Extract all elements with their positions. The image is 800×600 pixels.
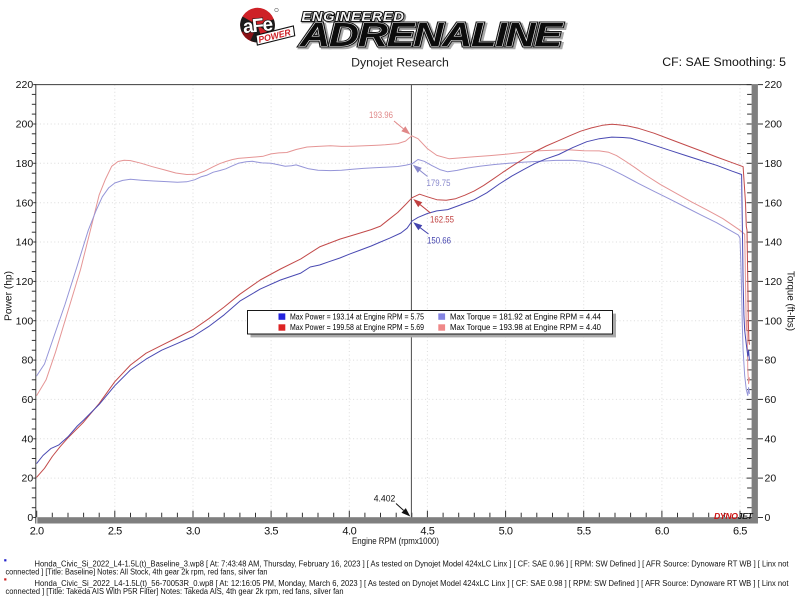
- svg-text:140: 140: [16, 237, 34, 249]
- svg-text:220: 220: [765, 79, 783, 91]
- svg-text:Honda_Civic_Si_2022_L4-1.5L(t): Honda_Civic_Si_2022_L4-1.5L(t)_56-70053R…: [35, 579, 790, 588]
- svg-text:180: 180: [16, 158, 34, 170]
- svg-text:180: 180: [765, 158, 783, 170]
- svg-text:0: 0: [27, 512, 33, 524]
- svg-text:20: 20: [22, 473, 34, 485]
- svg-text:5.0: 5.0: [499, 526, 513, 538]
- svg-text:140: 140: [765, 237, 783, 249]
- svg-text:60: 60: [765, 394, 777, 406]
- svg-text:CF: SAE Smoothing: 5: CF: SAE Smoothing: 5: [662, 55, 786, 69]
- svg-text:6.5: 6.5: [733, 526, 747, 538]
- svg-text:connected ] [Title: Baseline]: connected ] [Title: Baseline] Notes: All…: [6, 568, 268, 577]
- svg-text:DYNOJET: DYNOJET: [714, 512, 754, 521]
- svg-text:Dynojet Research: Dynojet Research: [351, 56, 449, 70]
- svg-text:4.402: 4.402: [374, 493, 396, 504]
- svg-text:80: 80: [22, 355, 34, 367]
- svg-text:6.0: 6.0: [655, 526, 669, 538]
- svg-text:4.5: 4.5: [420, 526, 434, 538]
- svg-text:Max Torque = 181.92 at Engine: Max Torque = 181.92 at Engine RPM = 4.44: [450, 311, 601, 321]
- svg-text:Max Power = 193.14 at Engine R: Max Power = 193.14 at Engine RPM = 5.75: [290, 311, 424, 321]
- svg-text:Power (hp): Power (hp): [3, 271, 15, 321]
- svg-text:3.0: 3.0: [186, 526, 200, 538]
- svg-text:5.5: 5.5: [577, 526, 591, 538]
- svg-text:0: 0: [765, 512, 771, 524]
- svg-text:100: 100: [16, 315, 34, 327]
- svg-text:200: 200: [16, 119, 34, 131]
- svg-text:200: 200: [765, 119, 783, 131]
- svg-text:160: 160: [16, 197, 34, 209]
- svg-text:Max Torque = 193.98 at Engine: Max Torque = 193.98 at Engine RPM = 4.40: [450, 322, 601, 332]
- svg-text:120: 120: [765, 276, 783, 288]
- svg-text:120: 120: [16, 276, 34, 288]
- svg-text:20: 20: [765, 473, 777, 485]
- svg-text:162.55: 162.55: [430, 214, 454, 225]
- svg-text:220: 220: [16, 79, 34, 91]
- svg-text:80: 80: [765, 355, 777, 367]
- svg-text:60: 60: [22, 394, 34, 406]
- svg-text:ADRENALINE: ADRENALINE: [299, 16, 564, 53]
- svg-text:Engine RPM (rpmx1000): Engine RPM (rpmx1000): [352, 536, 439, 546]
- svg-text:2.0: 2.0: [30, 526, 44, 538]
- svg-text:connected ] [Title: Takeda AIS: connected ] [Title: Takeda AIS With P5R …: [6, 587, 344, 596]
- svg-text:Honda_Civic_Si_2022_L4-1.5L(t): Honda_Civic_Si_2022_L4-1.5L(t)_Baseline_…: [35, 559, 790, 568]
- svg-text:40: 40: [765, 433, 777, 445]
- svg-text:160: 160: [765, 197, 783, 209]
- svg-text:ADRENALINE: ADRENALINE: [299, 16, 564, 53]
- svg-text:ADRENALINE: ADRENALINE: [301, 17, 566, 54]
- svg-text:ENGINEERED: ENGINEERED: [303, 10, 406, 25]
- svg-text:40: 40: [22, 433, 34, 445]
- svg-text:150.66: 150.66: [427, 235, 451, 246]
- svg-text:179.75: 179.75: [427, 178, 451, 189]
- svg-text:100: 100: [765, 315, 783, 327]
- svg-text:4.0: 4.0: [342, 526, 356, 538]
- svg-text:193.96: 193.96: [369, 110, 393, 121]
- svg-text:Torque (ft-lbs): Torque (ft-lbs): [785, 271, 796, 331]
- svg-text:ENGINEERED: ENGINEERED: [302, 9, 405, 24]
- svg-text:3.5: 3.5: [264, 526, 278, 538]
- svg-text:2.5: 2.5: [108, 526, 122, 538]
- svg-text:Max Power = 199.58 at Engine R: Max Power = 199.58 at Engine RPM = 5.69: [290, 322, 424, 332]
